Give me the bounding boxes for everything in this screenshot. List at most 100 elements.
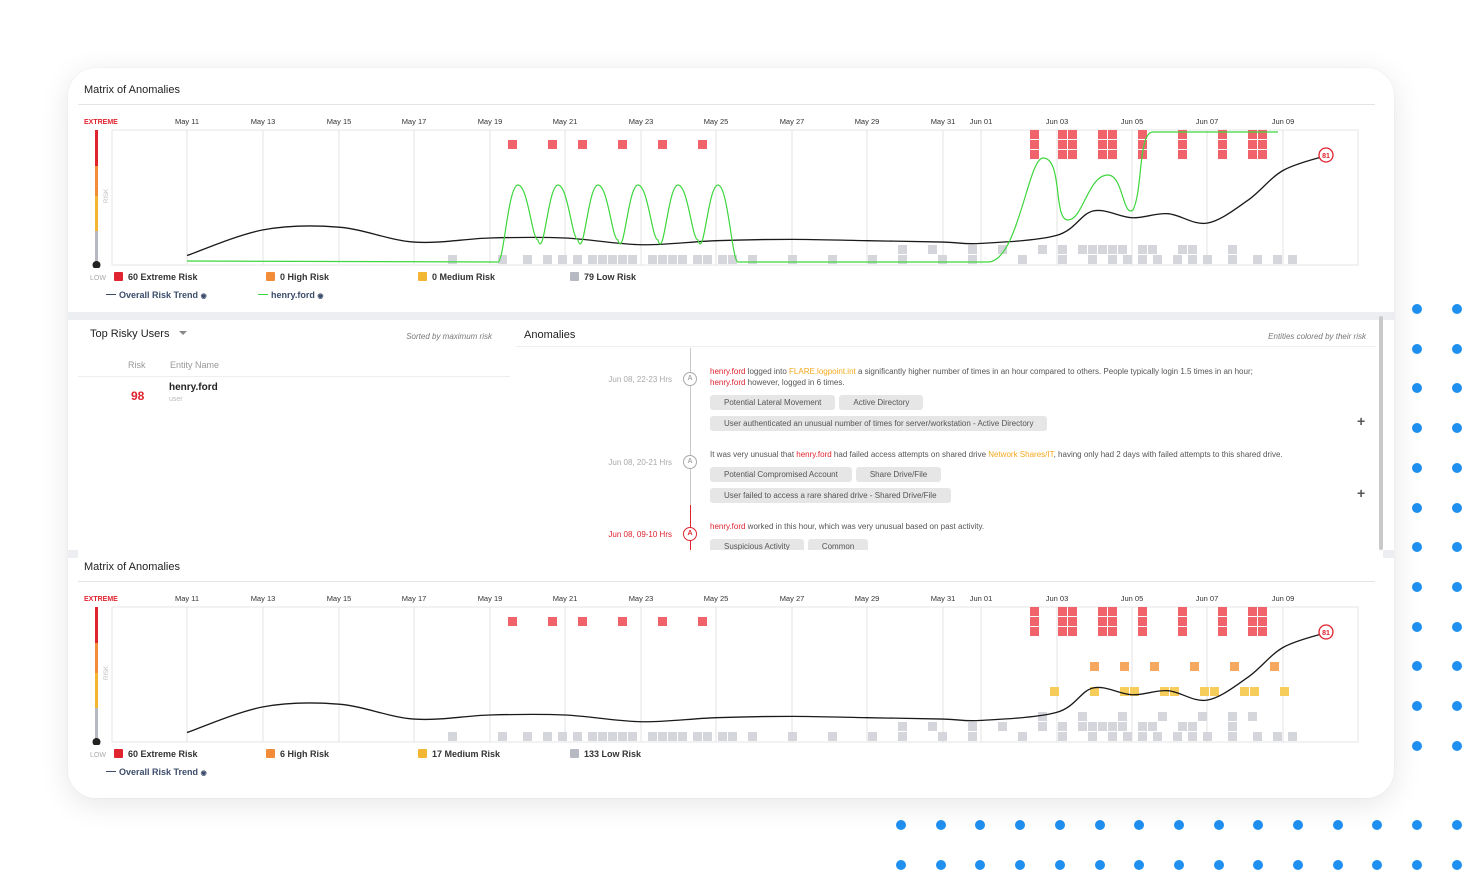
anomaly-cell xyxy=(998,722,1007,731)
anomaly-cell xyxy=(693,732,702,741)
eye-icon[interactable]: ◉ xyxy=(317,293,324,300)
anomaly-cell xyxy=(1130,687,1139,696)
risk-gauge-segment xyxy=(95,166,98,196)
event-description: It was very unusual that henry.ford had … xyxy=(710,449,1283,460)
decorative-dot xyxy=(1094,820,1105,830)
anomaly-cell xyxy=(1088,722,1097,731)
host-link[interactable]: FLARE.logpoint.int xyxy=(789,367,856,376)
decorative-dot xyxy=(1412,462,1422,473)
anomaly-cell xyxy=(1068,607,1077,616)
col-risk-header[interactable]: Risk xyxy=(128,360,146,370)
anomaly-marker-icon[interactable]: A xyxy=(683,372,697,386)
table-row[interactable]: 98 henry.ford user xyxy=(78,378,510,410)
decorative-dot xyxy=(1213,820,1224,830)
divider xyxy=(78,104,1375,105)
date-tick-label: May 11 xyxy=(175,594,199,603)
legend-low[interactable]: 79 Low Risk xyxy=(570,272,636,282)
tag[interactable]: User failed to access a rare shared driv… xyxy=(710,488,951,503)
anomaly-cell xyxy=(1248,627,1257,636)
share-link[interactable]: Network Shares/IT xyxy=(988,450,1054,459)
anomaly-cell xyxy=(658,140,667,149)
decorative-dot xyxy=(1412,581,1422,592)
anomaly-cell xyxy=(1178,607,1187,616)
anomaly-cell xyxy=(1108,617,1117,626)
scrollbar[interactable] xyxy=(1379,316,1383,550)
tag[interactable]: Potential Compromised Account xyxy=(710,467,852,482)
anomaly-cell xyxy=(1058,732,1067,741)
legend-medium[interactable]: 0 Medium Risk xyxy=(418,272,495,282)
legend-low[interactable]: 133 Low Risk xyxy=(570,749,641,759)
matrix-chart[interactable]: May 11 May 13 May 15 May 17 May 19 May 21 May … xyxy=(78,585,1383,745)
anomaly-cell xyxy=(1058,617,1067,626)
tag[interactable]: Common xyxy=(807,539,869,550)
decorative-dot xyxy=(1372,820,1383,830)
user-trend-toggle[interactable]: henry.ford ◉ xyxy=(258,290,323,300)
event-text: worked in this hour, which was very unus… xyxy=(745,522,985,531)
anomaly-cell xyxy=(1030,150,1039,159)
tag[interactable]: User authenticated an unusual number of … xyxy=(710,416,1048,431)
low-label: LOW xyxy=(90,752,106,759)
anomaly-cell xyxy=(1088,732,1097,741)
decorative-dot xyxy=(1452,383,1462,394)
eye-icon[interactable]: ◉ xyxy=(200,293,207,300)
anomaly-cell xyxy=(1173,255,1182,264)
anomaly-cell xyxy=(1178,245,1187,254)
date-tick-label: May 25 xyxy=(704,117,729,126)
anomaly-cell xyxy=(828,732,837,741)
tag[interactable]: Potential Lateral Movement xyxy=(710,395,836,410)
matrix-chart[interactable]: May 11 May 13 May 15 May 17 May 19 May 21 May … xyxy=(78,108,1383,268)
tag[interactable]: Active Directory xyxy=(839,395,924,410)
anomaly-cell xyxy=(618,732,627,741)
entities-note: Entities colored by their risk xyxy=(1268,332,1366,341)
eye-icon[interactable]: ◉ xyxy=(200,770,207,777)
legend-extreme[interactable]: 60 Extreme Risk xyxy=(114,272,198,282)
user-link[interactable]: henry.ford xyxy=(710,367,746,376)
anomaly-cell xyxy=(523,732,532,741)
date-tick-label: May 27 xyxy=(780,117,805,126)
caret-down-icon[interactable] xyxy=(178,331,187,335)
anomaly-marker-icon[interactable]: A xyxy=(683,455,697,469)
entity-name[interactable]: henry.ford xyxy=(169,382,218,393)
col-entity-header[interactable]: Entity Name xyxy=(170,360,220,370)
risk-score-badge xyxy=(1318,624,1334,640)
tag[interactable]: Suspicious Activity xyxy=(710,539,804,550)
anomaly-cell xyxy=(1090,687,1099,696)
legend-medium[interactable]: 17 Medium Risk xyxy=(418,749,500,759)
tag[interactable]: Share Drive/File xyxy=(855,467,942,482)
anomaly-marker-icon[interactable]: A xyxy=(683,527,697,541)
low-label: LOW xyxy=(90,275,106,282)
anomaly-cell xyxy=(448,255,457,264)
decorative-dot xyxy=(1452,462,1462,473)
anomaly-cell xyxy=(668,255,677,264)
anomaly-cell xyxy=(1173,732,1182,741)
user-link[interactable]: henry.ford xyxy=(796,450,832,459)
anomaly-cell xyxy=(1258,627,1267,636)
sorted-note: Sorted by maximum risk xyxy=(406,332,492,341)
legend-extreme[interactable]: 60 Extreme Risk xyxy=(114,749,198,759)
anomaly-cell xyxy=(1240,687,1249,696)
date-tick-label: May 23 xyxy=(629,117,654,126)
legend-extreme-label: 60 Extreme Risk xyxy=(128,272,198,282)
anomaly-cell xyxy=(1108,627,1117,636)
anomaly-cell xyxy=(1188,732,1197,741)
decorative-dot xyxy=(1412,860,1423,870)
anomaly-cell xyxy=(1218,617,1227,626)
anomaly-cell xyxy=(1218,140,1227,149)
overall-trend-label: Overall Risk Trend xyxy=(119,767,199,777)
legend-high[interactable]: 6 High Risk xyxy=(266,749,329,759)
anomaly-cell xyxy=(868,732,877,741)
user-link[interactable]: henry.ford xyxy=(710,378,746,387)
anomaly-cell xyxy=(1108,255,1117,264)
anomaly-cell xyxy=(588,255,597,264)
anomaly-cell xyxy=(1058,722,1067,731)
anomaly-cell xyxy=(1258,140,1267,149)
date-tick-label: May 25 xyxy=(704,594,729,603)
legend-high[interactable]: 0 High Risk xyxy=(266,272,329,282)
user-link[interactable]: henry.ford xyxy=(710,522,746,531)
overall-trend-toggle[interactable]: Overall Risk Trend ◉ xyxy=(106,290,207,300)
anomaly-cell xyxy=(1210,687,1219,696)
overall-trend-toggle[interactable]: Overall Risk Trend ◉ xyxy=(106,767,207,777)
expand-plus-icon[interactable]: + xyxy=(1357,413,1366,429)
expand-plus-icon[interactable]: + xyxy=(1357,485,1366,501)
users-title-dropdown[interactable]: Top Risky Users xyxy=(90,328,187,340)
